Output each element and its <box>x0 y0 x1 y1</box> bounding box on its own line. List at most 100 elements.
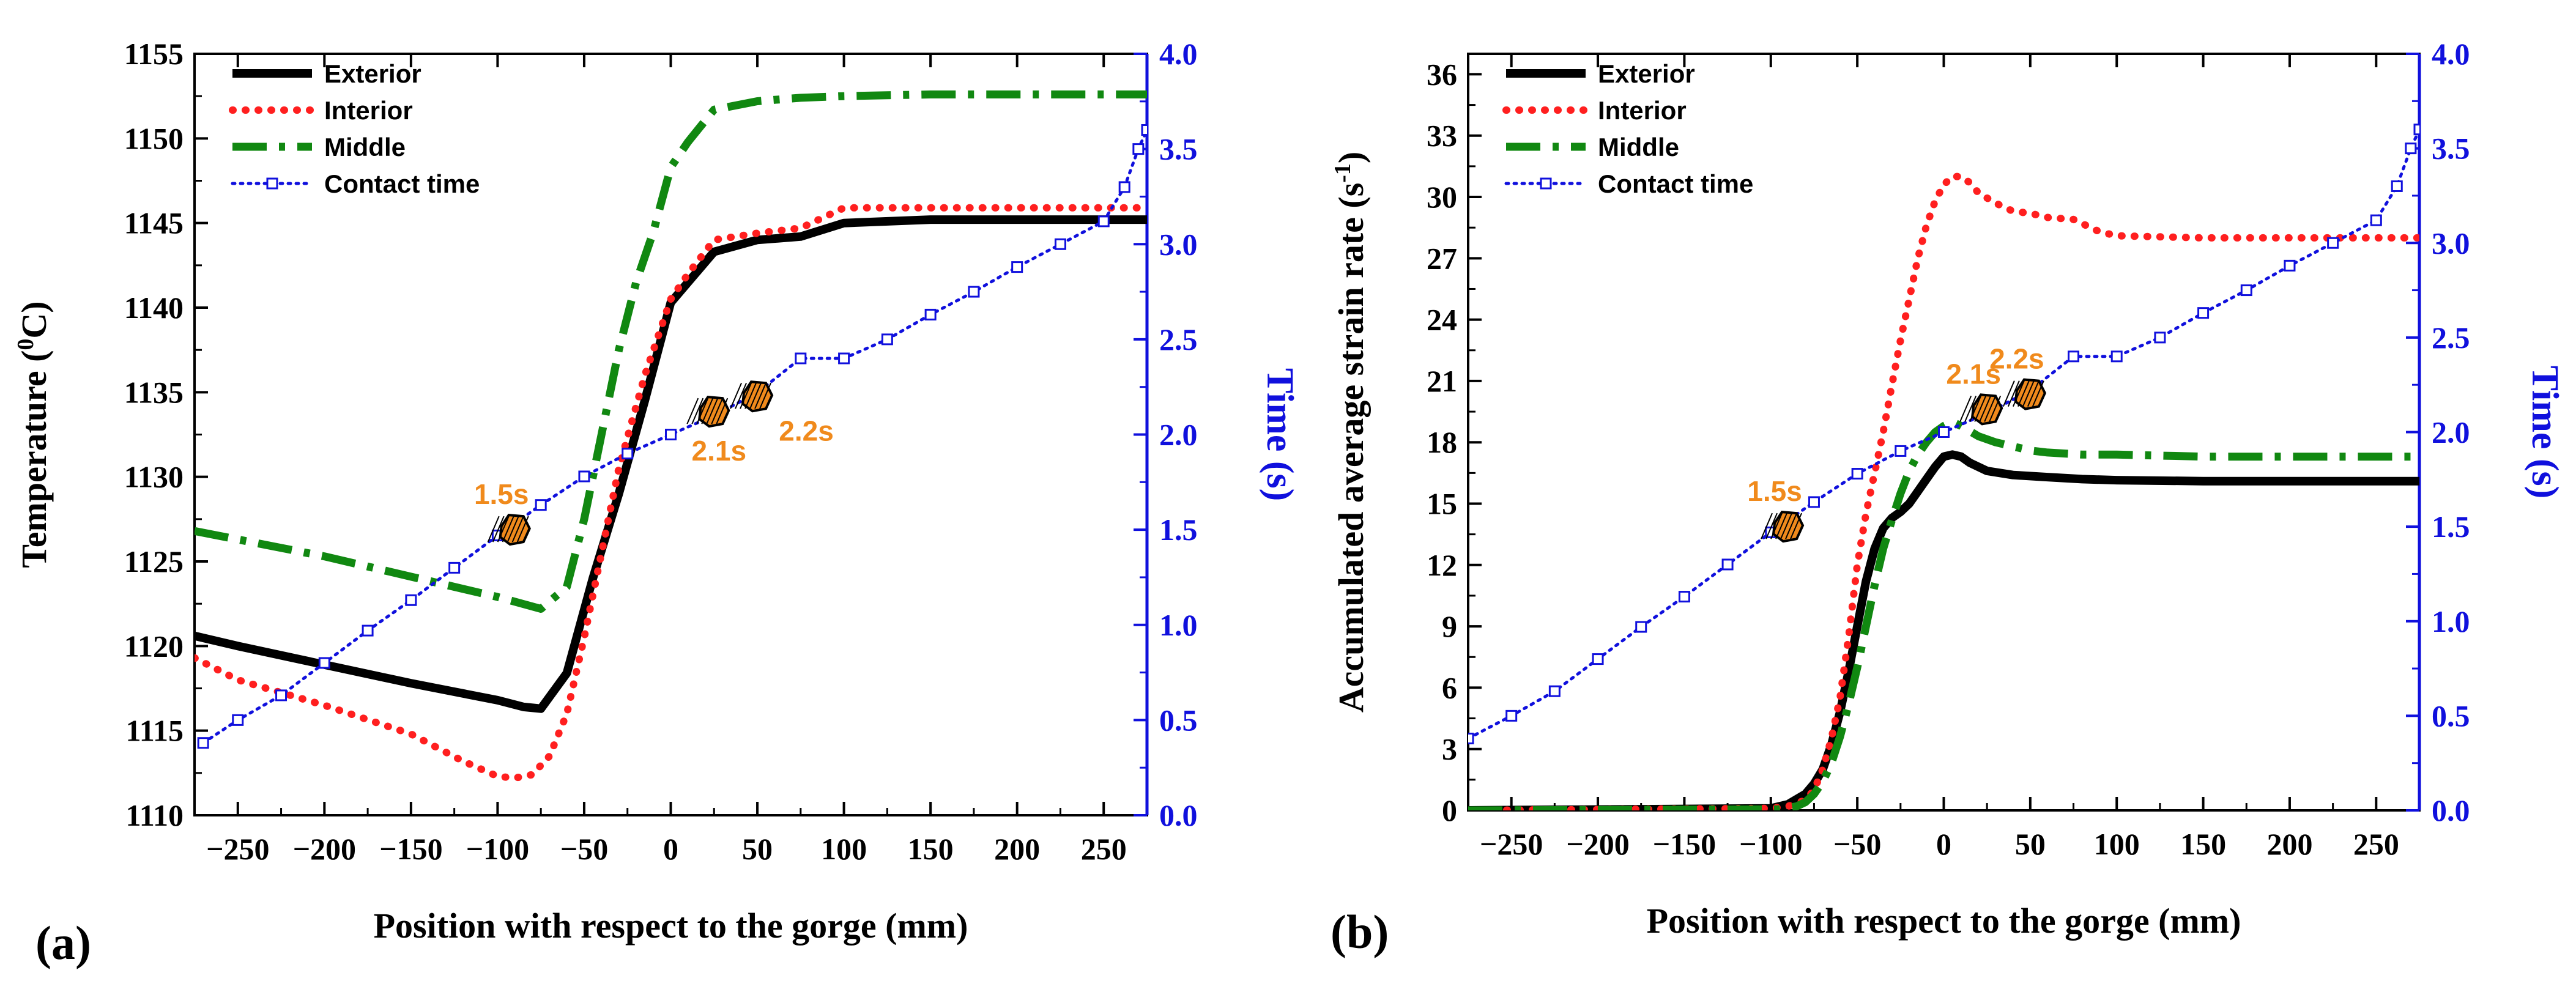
x-tick-label: −200 <box>1566 827 1630 861</box>
y-left-tick-label: 1115 <box>126 714 184 748</box>
contact-time-marker <box>2391 180 2403 192</box>
x-axis-title: Position with respect to the gorge (mm) <box>374 906 968 946</box>
contact-time-marker <box>1721 558 1734 571</box>
contact-time-marker <box>1468 732 1474 744</box>
annotation-marker-hatch <box>749 382 762 409</box>
annotation-marker-icon <box>1959 393 2003 426</box>
contact-time-marker <box>2370 214 2382 226</box>
contact-time-marker <box>2197 307 2210 319</box>
annotation-marker-shape <box>698 396 730 428</box>
contact-time-marker <box>1011 261 1023 273</box>
contact-time-marker <box>362 624 374 637</box>
legend-swatch-marker <box>1540 177 1552 190</box>
y-right-tick-label: 3.5 <box>2432 131 2470 166</box>
x-tick-label: 50 <box>2015 827 2046 861</box>
series-line-middle <box>195 90 1147 613</box>
y-right-tick-label: 0.5 <box>2432 698 2470 733</box>
contact-time-marker <box>578 470 590 483</box>
y-left-tick-label: 1140 <box>124 291 184 325</box>
annotation-marker-hatch <box>487 516 500 542</box>
contact-time-marker <box>924 308 937 320</box>
x-tick-label: −150 <box>379 832 443 866</box>
x-tick-label: 150 <box>2180 827 2226 861</box>
series-line-interior <box>195 204 1147 782</box>
x-tick-label: 100 <box>821 832 867 866</box>
annotation-marker-hatch <box>2002 380 2015 407</box>
annotation-label: 2.1s <box>692 435 747 467</box>
y-right-tick-label: 1.5 <box>1159 513 1198 547</box>
annotation-marker-hatch <box>706 398 719 424</box>
x-tick-label: 250 <box>2353 827 2399 861</box>
y-right-tick-label: 2.5 <box>2432 320 2470 355</box>
legend-label-interior: Interior <box>1598 96 1687 125</box>
y-left-tick-label: 1110 <box>126 798 184 832</box>
x-tick-label: 200 <box>2266 827 2312 861</box>
annotation-marker-hatch <box>754 382 766 409</box>
annotation-marker-hatch <box>1770 513 1783 539</box>
y-left-tick-label: 1135 <box>124 375 184 409</box>
y-right-tick-label: 0.5 <box>1159 703 1198 737</box>
legend-label-contact-time: Contact time <box>1598 169 1753 198</box>
annotation-marker-hatch <box>759 382 771 409</box>
annotation-marker-hatch <box>511 516 524 542</box>
legend-label-contact-time: Contact time <box>324 169 480 198</box>
y-right-tick-label: 3.0 <box>2432 226 2470 260</box>
contact-time-marker <box>622 448 634 460</box>
annotation-marker-icon <box>1761 511 1805 543</box>
panel-label: (a) <box>35 916 91 969</box>
y-right-tick-label: 2.0 <box>2432 415 2470 450</box>
y-left-axis-title: Temperature (0C) <box>13 301 54 568</box>
x-tick-label: 200 <box>994 832 1040 866</box>
x-tick-label: 50 <box>742 832 773 866</box>
x-tick-label: 250 <box>1081 832 1127 866</box>
legend-label-middle: Middle <box>324 133 406 161</box>
panel-label: (b) <box>1331 905 1389 958</box>
y-right-axis-title: Time (s) <box>1259 368 1301 502</box>
annotation-marker-hatch <box>740 382 752 409</box>
annotation-marker-hatch <box>2027 380 2040 407</box>
annotation-marker-hatch <box>1964 395 1977 422</box>
y-left-axis-title-main: Temperature ( <box>14 350 54 568</box>
y-right-tick-label: 4.0 <box>1159 37 1198 71</box>
y-left-axis-title-main: Accumulated average strain rate (s <box>1331 183 1371 713</box>
annotation-marker-hatch <box>1979 395 1992 422</box>
contact-time-marker <box>1097 215 1110 228</box>
legend-swatch-marker <box>266 177 278 190</box>
contact-time-marker <box>1141 124 1147 136</box>
annotation-marker-hatch <box>1959 395 1972 422</box>
contact-time-marker <box>232 714 244 726</box>
contact-time-marker <box>2240 284 2252 297</box>
annotation-marker-shape <box>1971 393 2003 426</box>
panel-a: −250 −200 −150 −100 −50 0 50 100 150 200 250 1110 11… <box>13 37 1301 969</box>
x-tick-label: −100 <box>1739 827 1803 861</box>
y-left-axis-title-suffix: C) <box>14 301 54 338</box>
y-left-tick-label: 12 <box>1427 548 1457 582</box>
contact-time-marker <box>405 594 417 606</box>
contact-time-marker <box>1132 143 1145 155</box>
annotation-marker-hatch <box>701 398 714 424</box>
contact-time-marker <box>1548 685 1561 697</box>
x-tick-label: −100 <box>466 832 530 866</box>
y-right-tick-label: 3.0 <box>1159 227 1198 261</box>
annotation-marker-hatch <box>686 398 699 424</box>
annotation-marker-hatch <box>2022 380 2035 407</box>
contact-time-marker <box>1592 653 1604 665</box>
contact-time-marker <box>535 499 547 511</box>
annotation-marker-hatch <box>744 382 757 409</box>
series-line-middle <box>1468 418 2419 810</box>
y-left-axis-title: Accumulated average strain rate (s-1) <box>1330 152 1371 713</box>
y-right-tick-label: 3.5 <box>1159 132 1198 166</box>
y-left-tick-label: 0 <box>1442 793 1457 827</box>
annotation-marker-shape <box>499 514 531 546</box>
annotation-marker-hatch <box>716 398 729 424</box>
x-tick-label: −200 <box>293 832 357 866</box>
x-tick-label: 100 <box>2094 827 2140 861</box>
y-right-tick-label: 4.0 <box>2432 37 2470 71</box>
annotation-marker-icon <box>686 396 730 428</box>
series-line-exterior <box>195 215 1147 713</box>
y-left-axis-title-sup: 0 <box>13 339 39 350</box>
annotation-marker-hatch <box>516 516 529 542</box>
annotation-marker-shape <box>1772 511 1805 543</box>
annotation-marker-hatch <box>2007 380 2020 407</box>
annotation-marker-hatch <box>1984 395 1997 422</box>
